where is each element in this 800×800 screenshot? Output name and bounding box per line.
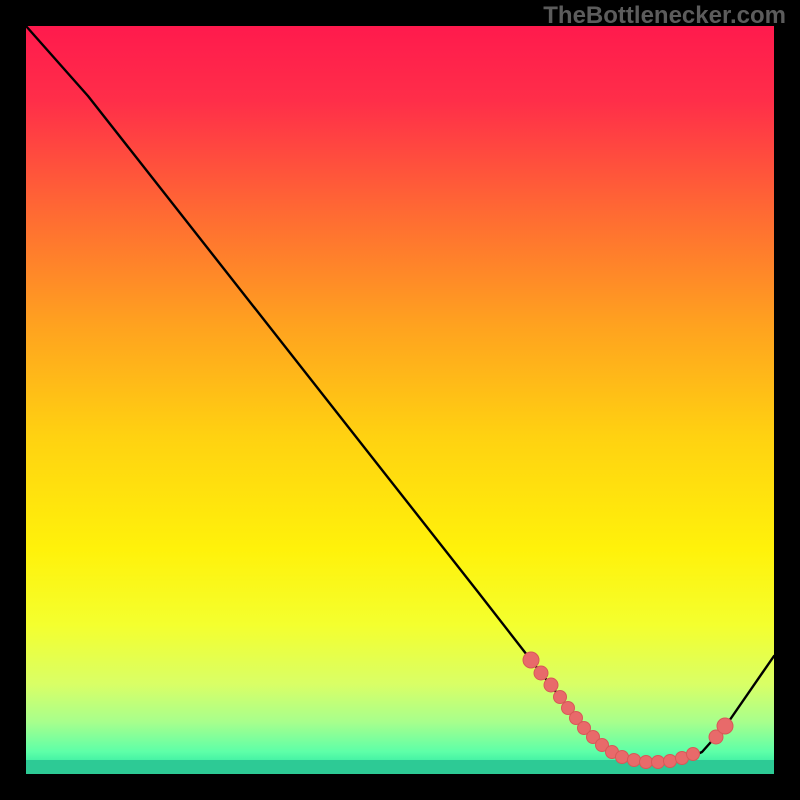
chart-container: TheBottlenecker.com <box>0 0 800 800</box>
curve-marker <box>628 754 641 767</box>
curve-marker <box>640 756 653 769</box>
bottleneck-chart <box>0 0 800 800</box>
curve-marker <box>687 748 700 761</box>
curve-marker <box>534 666 548 680</box>
plot-gradient-area <box>26 26 774 774</box>
curve-marker <box>717 718 733 734</box>
curve-marker <box>544 678 558 692</box>
curve-marker <box>523 652 539 668</box>
curve-marker <box>664 755 677 768</box>
curve-marker <box>554 691 567 704</box>
curve-marker <box>652 756 665 769</box>
watermark-text: TheBottlenecker.com <box>543 2 786 30</box>
curve-marker <box>616 751 629 764</box>
